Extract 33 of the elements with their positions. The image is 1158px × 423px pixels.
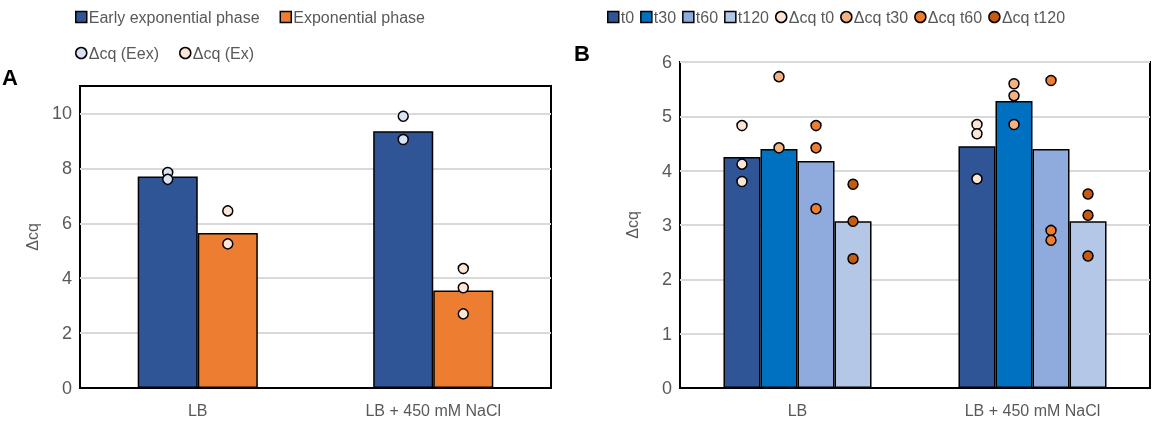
y-tick-label: 8 xyxy=(61,158,72,179)
y-tick-label: 5 xyxy=(661,106,672,127)
x-tick-label: LB + 450 mM NaCl xyxy=(964,401,1101,419)
y-tick-label: 0 xyxy=(61,378,72,398)
legend-label: t0 xyxy=(620,8,635,26)
legend-label: Δcq t0 xyxy=(788,8,835,26)
legend-label: t60 xyxy=(695,8,719,26)
legend-label: t120 xyxy=(737,8,770,26)
x-tick-label: LB xyxy=(787,401,808,419)
x-tick-label: LB xyxy=(187,401,208,419)
y-tick-label: 6 xyxy=(661,52,672,72)
y-tick-label: 0 xyxy=(661,378,672,398)
text: A xyxy=(2,64,18,90)
y-tick-label: 4 xyxy=(61,268,72,289)
y-tick-label: 4 xyxy=(661,160,672,181)
y-tick-label: 1 xyxy=(661,323,672,344)
y-axis-title: Δcq xyxy=(23,223,41,251)
legend-label: t30 xyxy=(653,8,677,26)
y-tick-label: 2 xyxy=(61,323,72,344)
y-tick-label: 10 xyxy=(51,103,72,124)
legend-label: Δcq t120 xyxy=(1001,8,1066,26)
legend-label: Early exponential phase xyxy=(88,8,260,26)
y-tick-label: 2 xyxy=(661,269,672,290)
y-tick-label: 6 xyxy=(61,213,72,234)
y-axis-title: Δcq xyxy=(623,211,641,239)
y-tick-label: 3 xyxy=(661,215,672,235)
x-tick-label: LB + 450 mM NaCl xyxy=(365,401,502,419)
legend-label: Δcq (Ex) xyxy=(192,44,255,62)
legend-label: Exponential phase xyxy=(293,8,426,26)
text: B xyxy=(574,40,590,66)
legend-label: Δcq (Eex) xyxy=(88,44,160,62)
legend-label: Δcq t60 xyxy=(927,8,983,26)
legend-label: Δcq t30 xyxy=(853,8,909,26)
